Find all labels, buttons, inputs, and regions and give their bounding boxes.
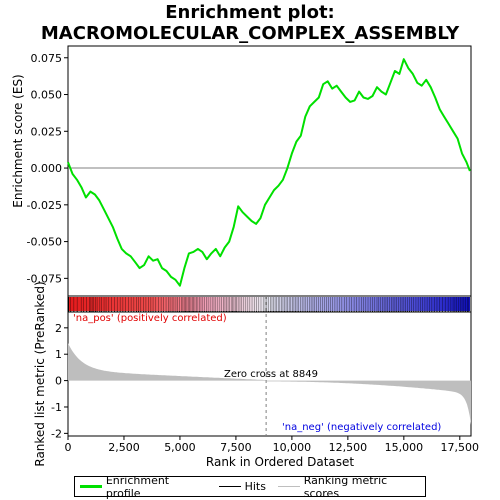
zero-cross-label: Zero cross at 8849 (224, 369, 318, 380)
x-tick-label: 7,500 (220, 441, 252, 454)
x-axis-ticks: 0 2,500 5,000 7,500 10,000 12,500 15,000 17,500 (65, 436, 480, 454)
legend-profile-label: Enrichment profile (105, 473, 170, 500)
es-panel (67, 45, 472, 297)
es-tick-label: 0.025 (31, 125, 63, 138)
x-tick-label: 12,500 (329, 441, 368, 454)
legend-profile-swatch (80, 485, 102, 488)
chart-title-line1: Enrichment plot: (165, 2, 335, 23)
es-tick-label: -0.050 (27, 236, 62, 249)
metric-tick-label: 0 (55, 375, 62, 388)
x-tick-label: 15,000 (385, 441, 424, 454)
legend-item-hits: Hits (218, 480, 266, 493)
rank-gradient-bar (69, 297, 470, 311)
legend-item-metric: Ranking metric scores (277, 473, 425, 500)
metric-y-axis-label: Ranked list metric (PreRanked) (33, 281, 47, 466)
enrichment-profile-line (67, 58, 471, 287)
legend-metric-label: Ranking metric scores (303, 473, 388, 500)
metric-tick-label: 2 (55, 322, 62, 335)
x-axis-label: Rank in Ordered Dataset (206, 455, 354, 469)
x-tick-label: 2,500 (108, 441, 140, 454)
metric-tick-label: -2 (51, 427, 62, 440)
ranking-metric-series (68, 296, 471, 436)
es-y-axis-label: Enrichment score (ES) (11, 74, 25, 207)
es-tick-label: 0.075 (31, 52, 63, 65)
x-tick-label: 5,000 (164, 441, 196, 454)
es-y-axis-ticks: 0.075 0.050 0.025 0.000 -0.025 -0.050 -0.075 (27, 52, 68, 285)
es-tick-label: 0.000 (31, 162, 63, 175)
x-tick-label: 10,000 (273, 441, 312, 454)
metric-tick-label: -1 (51, 401, 62, 414)
rank-color-bar (68, 297, 470, 311)
enrichment-profile-series (67, 58, 471, 287)
legend-hits-label: Hits (244, 480, 266, 493)
es-tick-label: -0.075 (27, 272, 62, 285)
metric-y-axis-ticks: 2 1 0 -1 -2 (51, 322, 68, 440)
x-tick-label: 0 (65, 441, 72, 454)
chart-title-line2: MACROMOLECULAR_COMPLEX_ASSEMBLY (41, 23, 460, 44)
legend-metric-swatch (277, 486, 300, 487)
legend: Enrichment profile Hits Ranking metric s… (74, 473, 426, 500)
x-tick-label: 17,500 (441, 441, 480, 454)
es-tick-label: 0.050 (31, 89, 63, 102)
neg-label: 'na_neg' (negatively correlated) (282, 422, 441, 433)
legend-item-profile: Enrichment profile (80, 474, 207, 500)
pos-label: 'na_pos' (positively correlated) (73, 313, 227, 324)
legend-hits-swatch (218, 486, 241, 487)
es-tick-label: -0.025 (27, 199, 62, 212)
ranking-metric-area (68, 343, 471, 425)
metric-tick-label: 1 (55, 348, 62, 361)
